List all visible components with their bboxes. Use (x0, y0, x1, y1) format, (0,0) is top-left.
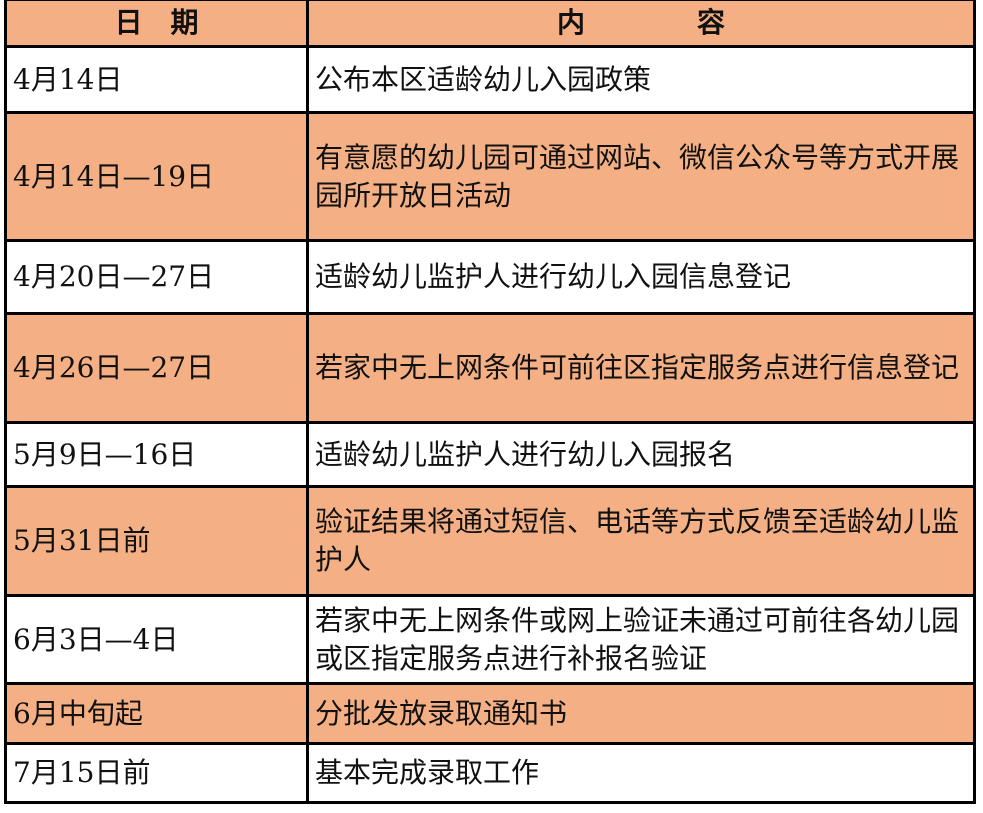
cell-content: 公布本区适龄幼儿入园政策 (306, 45, 976, 114)
cell-date: 4月14日—19日 (4, 111, 309, 242)
table-row: 4月26日—27日 若家中无上网条件可前往区指定服务点进行信息登记 (4, 312, 976, 424)
cell-content: 分批发放录取通知书 (306, 682, 976, 745)
table-row: 4月14日 公布本区适龄幼儿入园政策 (4, 45, 976, 114)
cell-content: 有意愿的幼儿园可通过网站、微信公众号等方式开展园所开放日活动 (306, 111, 976, 242)
cell-date: 4月14日 (4, 45, 309, 114)
table-row: 5月31日前 验证结果将通过短信、电话等方式反馈至适龄幼儿监护人 (4, 485, 976, 597)
table-row: 7月15日前 基本完成录取工作 (4, 742, 976, 804)
cell-content: 基本完成录取工作 (306, 742, 976, 804)
cell-content: 适龄幼儿监护人进行幼儿入园报名 (306, 421, 976, 488)
cell-content: 适龄幼儿监护人进行幼儿入园信息登记 (306, 239, 976, 315)
cell-date: 4月26日—27日 (4, 312, 309, 424)
cell-date: 5月9日—16日 (4, 421, 309, 488)
cell-date: 6月中旬起 (4, 682, 309, 745)
table-row: 6月中旬起 分批发放录取通知书 (4, 682, 976, 745)
cell-date: 7月15日前 (4, 742, 309, 804)
header-row: 日 期 内 容 (4, 0, 976, 48)
cell-content: 若家中无上网条件或网上验证未通过可前往各幼儿园或区指定服务点进行补报名验证 (306, 594, 976, 685)
table-row: 6月3日—4日 若家中无上网条件或网上验证未通过可前往各幼儿园或区指定服务点进行补… (4, 594, 976, 685)
cell-content: 验证结果将通过短信、电话等方式反馈至适龄幼儿监护人 (306, 485, 976, 597)
table-row: 4月20日—27日 适龄幼儿监护人进行幼儿入园信息登记 (4, 239, 976, 315)
cell-content: 若家中无上网条件可前往区指定服务点进行信息登记 (306, 312, 976, 424)
table-row: 5月9日—16日 适龄幼儿监护人进行幼儿入园报名 (4, 421, 976, 488)
header-content: 内 容 (306, 0, 976, 48)
schedule-table: 日 期 内 容 4月14日 公布本区适龄幼儿入园政策 4月14日—19日 有意愿的幼儿… (4, 0, 976, 804)
cell-date: 6月3日—4日 (4, 594, 309, 685)
header-date: 日 期 (4, 0, 309, 48)
cell-date: 4月20日—27日 (4, 239, 309, 315)
cell-date: 5月31日前 (4, 485, 309, 597)
table-row: 4月14日—19日 有意愿的幼儿园可通过网站、微信公众号等方式开展园所开放日活动 (4, 111, 976, 242)
